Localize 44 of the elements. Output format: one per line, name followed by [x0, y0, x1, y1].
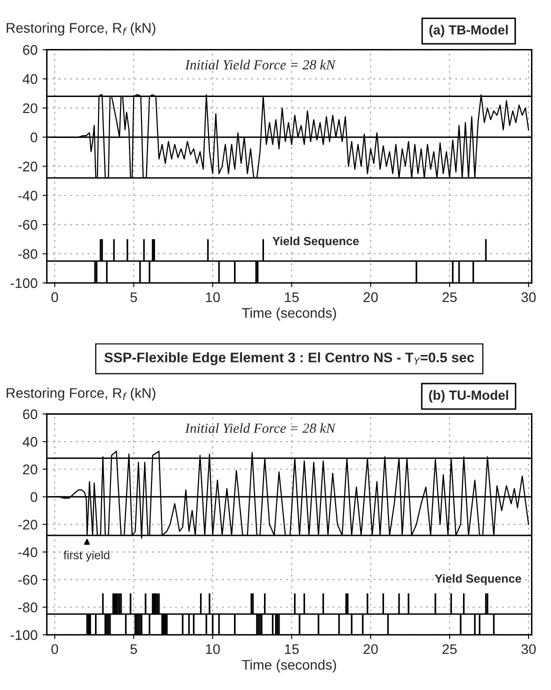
x-axis-title: Time (seconds) [242, 660, 336, 672]
x-tick-label: 20 [364, 292, 378, 302]
y-tick-label: 0 [30, 492, 38, 502]
x-tick-label: 0 [51, 644, 58, 654]
chart-title: SSP-Flexible Edge Element 3 : El Centro NS - T$_{Y}$=0.5 sec [104, 352, 474, 366]
y-tick-label: -100 [10, 278, 38, 288]
y-tick-label: -60 [18, 220, 38, 230]
y-tick-label: 0 [30, 132, 38, 142]
y-tick-label: 20 [23, 103, 38, 114]
x-tick-label: 25 [442, 292, 457, 302]
x-tick-label: 30 [521, 644, 536, 654]
annotation: Initial Yield Force = 28 kN [185, 423, 336, 433]
y-tick-label: -40 [18, 547, 38, 558]
x-tick-label: 30 [521, 292, 536, 302]
chart-subtitle: (b) TU-Model [429, 390, 508, 402]
y-tick-label: -20 [18, 162, 38, 172]
y-tick-label: 40 [22, 74, 38, 84]
y-tick-label: 60 [23, 409, 38, 420]
y-tick-label: 60 [23, 45, 38, 55]
y-tick-label: 20 [23, 464, 38, 474]
x-tick-label: 20 [364, 644, 378, 654]
chart-subtitle: (a) TB-Model [429, 24, 508, 38]
y-axis-title: Restoring Force, R$_{f}$ (kN) [6, 388, 156, 401]
x-tick-label: 10 [206, 644, 220, 654]
y-tick-label: -100 [10, 630, 38, 640]
x-tick-label: 5 [130, 292, 137, 302]
y-tick-label: 40 [22, 436, 38, 447]
annotation: Yield Sequence [434, 574, 522, 586]
y-tick-label: -80 [18, 602, 38, 612]
x-tick-label: 10 [206, 292, 220, 302]
y-tick-label: -40 [18, 190, 38, 201]
y-tick-label: -20 [18, 520, 38, 530]
x-tick-label: 25 [442, 644, 457, 654]
x-axis-title: Time (seconds) [242, 308, 336, 321]
annotation: Yield Sequence [272, 236, 359, 248]
x-tick-label: 5 [130, 644, 137, 654]
x-tick-label: 15 [284, 644, 299, 654]
annotation: first yield [64, 550, 110, 562]
x-tick-label: 15 [284, 292, 299, 302]
y-tick-label: -60 [18, 574, 38, 585]
x-tick-label: 0 [51, 292, 58, 302]
y-tick-label: -80 [18, 249, 38, 259]
y-axis-title: Restoring Force, R$_{f}$ (kN) [6, 22, 156, 36]
annotation: Initial Yield Force = 28 kN [185, 60, 336, 70]
